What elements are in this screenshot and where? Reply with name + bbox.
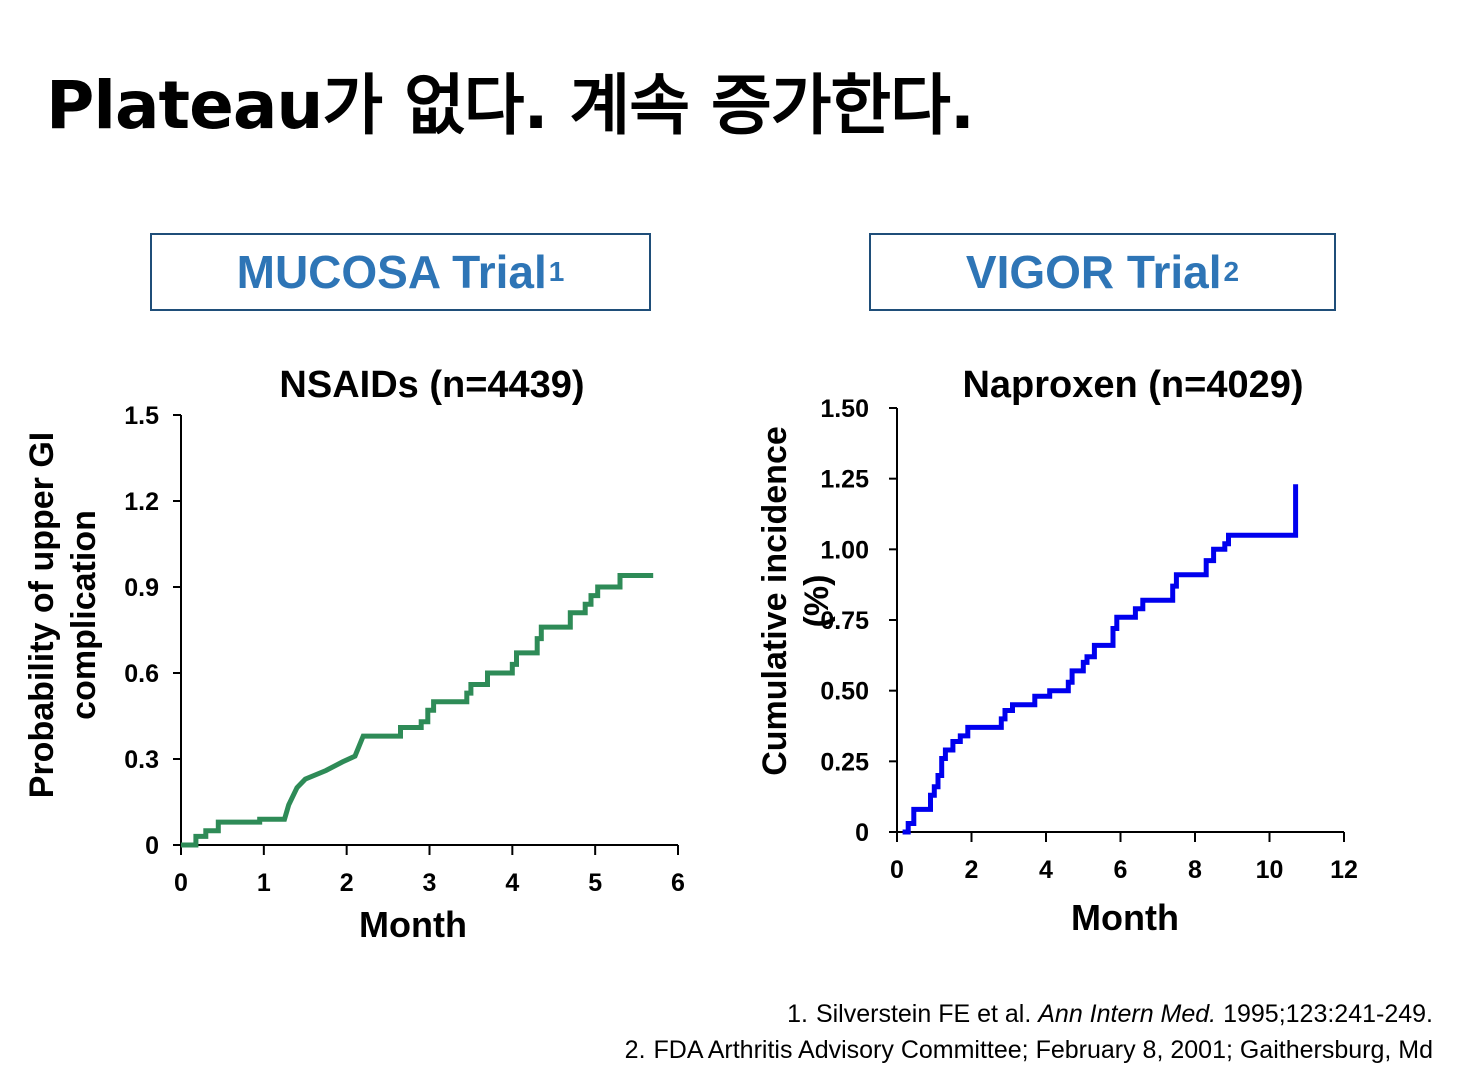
mucosa-trial-label: MUCOSA Trial <box>236 246 547 298</box>
references: 1. Silverstein FE et al. Ann Intern Med. … <box>625 996 1433 1068</box>
vigor-trial-ref: 2 <box>1223 256 1240 287</box>
naproxen-chart-title: Naproxen (n=4029) <box>962 364 1303 406</box>
slide-title: Plateau가 없다. 계속 증가한다. <box>46 67 975 144</box>
naproxen-y-tick-label: 1.50 <box>820 395 869 423</box>
nsaids-y-tick-label: 0.3 <box>124 746 159 774</box>
mucosa-trial-ref: 1 <box>548 256 565 287</box>
nsaids-x-tick-label: 5 <box>588 869 602 897</box>
nsaids-x-tick-label: 4 <box>505 869 519 897</box>
nsaids-y-tick-label: 0 <box>145 832 159 860</box>
naproxen-x-tick-label: 2 <box>965 856 979 884</box>
reference-1: 1. Silverstein FE et al. Ann Intern Med. … <box>625 996 1433 1032</box>
reference-2: 2. FDA Arthritis Advisory Committee; Febr… <box>625 1032 1433 1068</box>
nsaids-y-tick-label: 0.9 <box>124 574 159 602</box>
nsaids-x-tick-label: 6 <box>671 869 685 897</box>
nsaids-x-tick-label: 2 <box>340 869 354 897</box>
reference-1-number: 1. <box>787 1000 808 1028</box>
naproxen-x-tick-label: 8 <box>1188 856 1202 884</box>
nsaids-y-axis-label-line: complication <box>65 510 103 720</box>
naproxen-y-axis-label-line: (%) <box>798 575 836 628</box>
naproxen-y-tick-label: 0.50 <box>820 678 869 706</box>
reference-1-citation: 1995;123:241-249. <box>1216 1000 1433 1028</box>
naproxen-x-tick-label: 12 <box>1330 856 1358 884</box>
nsaids-x-axis-label: Month <box>359 904 467 945</box>
reference-2-text: FDA Arthritis Advisory Committee; Februa… <box>653 1036 1433 1064</box>
naproxen-x-tick-label: 4 <box>1039 856 1053 884</box>
nsaids-x-tick-label: 0 <box>174 869 188 897</box>
nsaids-series-line <box>181 573 654 848</box>
nsaids-y-tick-label: 1.2 <box>124 488 159 516</box>
naproxen-x-tick-label: 10 <box>1256 856 1284 884</box>
reference-1-journal: Ann Intern Med. <box>1038 1000 1217 1028</box>
nsaids-x-tick-label: 3 <box>423 869 437 897</box>
naproxen-y-axis-label-line: Cumulative incidence <box>756 426 794 776</box>
naproxen-y-tick-label: 1.25 <box>820 466 869 494</box>
naproxen-y-tick-label: 0 <box>855 819 869 847</box>
nsaids-chart-title: NSAIDs (n=4439) <box>279 364 584 406</box>
mucosa-trial-box: MUCOSA Trial 1 <box>150 233 651 311</box>
vigor-trial-label: VIGOR Trial <box>965 246 1222 298</box>
reference-2-number: 2. <box>624 1036 646 1064</box>
reference-1-authors: Silverstein FE et al. <box>815 1000 1039 1028</box>
nsaids-x-tick-label: 1 <box>257 869 271 897</box>
naproxen-y-tick-label: 0.75 <box>820 607 869 635</box>
naproxen-x-axis-label: Month <box>1071 897 1179 938</box>
naproxen-y-tick-label: 1.00 <box>820 536 869 564</box>
vigor-trial-box: VIGOR Trial 2 <box>869 233 1336 311</box>
naproxen-x-tick-label: 6 <box>1114 856 1128 884</box>
naproxen-series-line <box>902 484 1299 835</box>
nsaids-y-tick-label: 0.6 <box>124 660 159 688</box>
nsaids-y-tick-label: 1.5 <box>124 402 159 430</box>
naproxen-x-tick-label: 0 <box>890 856 904 884</box>
naproxen-y-tick-label: 0.25 <box>820 748 869 776</box>
nsaids-y-axis-label-line: Probability of upper GI <box>23 432 61 798</box>
